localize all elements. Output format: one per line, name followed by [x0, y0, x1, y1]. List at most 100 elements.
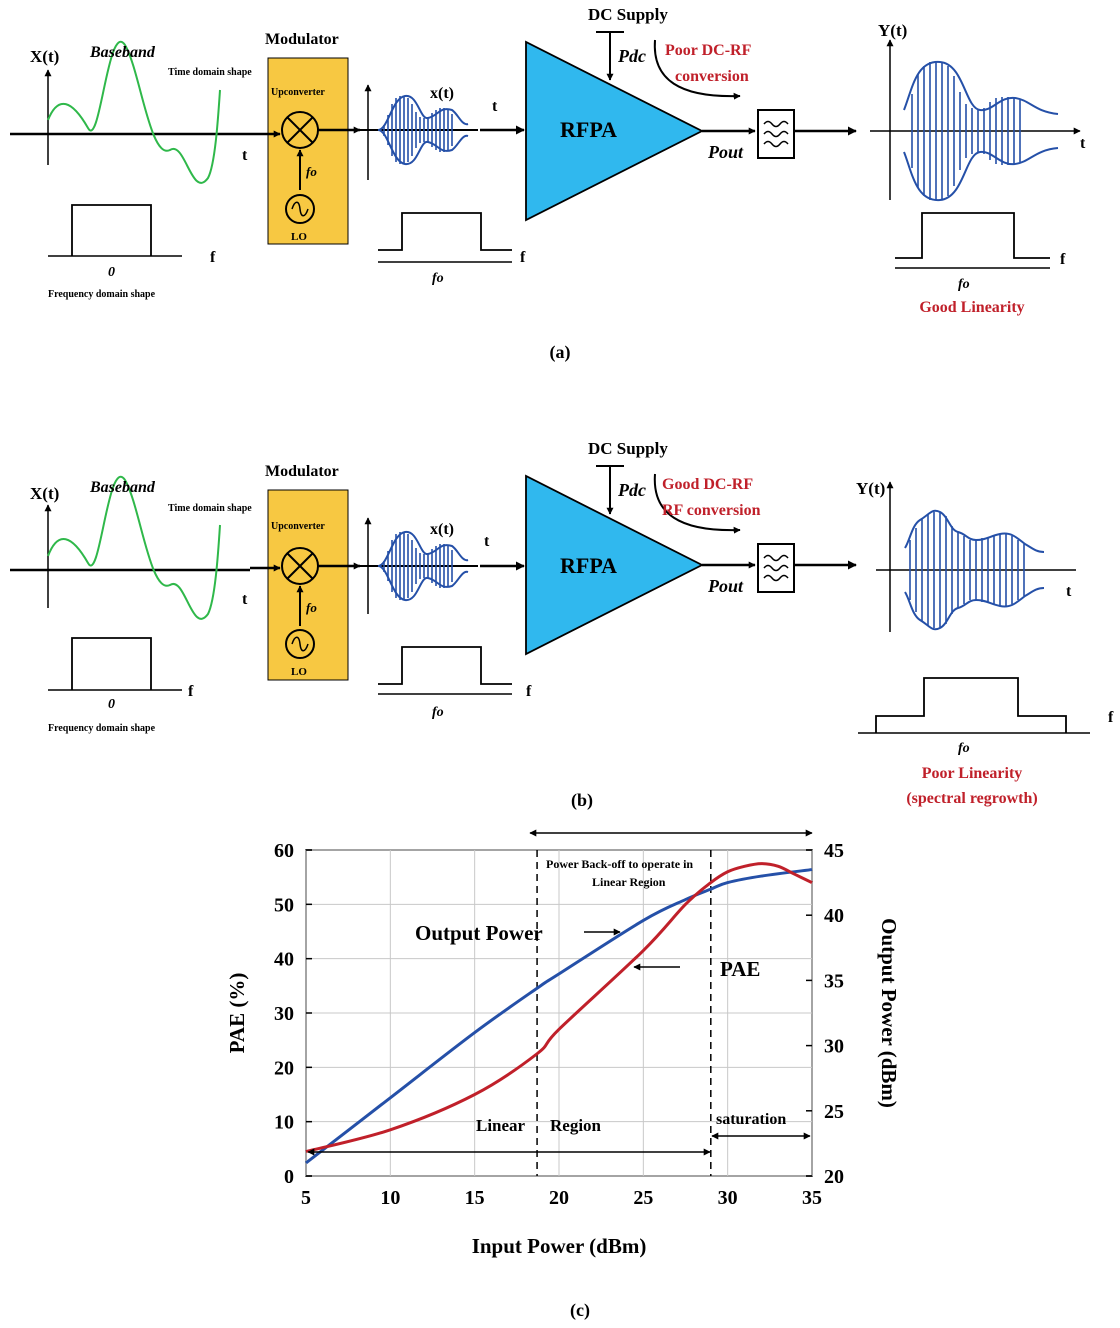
t-label: t	[242, 147, 248, 164]
filter-box	[757, 109, 795, 159]
y-left-tick-label: 0	[284, 1166, 294, 1188]
out-envelope	[904, 509, 1045, 553]
chart-grid	[305, 849, 813, 1177]
y-right-tick-label: 30	[824, 1036, 844, 1058]
conversion-arrow	[653, 39, 741, 100]
lo-sine-icon	[291, 201, 309, 217]
y-axis-label: Y(t)	[856, 479, 885, 498]
conversion-arrow	[653, 473, 741, 534]
filter-box	[757, 543, 795, 593]
y-left-tick-label: 10	[274, 1112, 294, 1134]
output-power-series-line	[305, 868, 813, 1165]
out-spectrum	[895, 212, 1050, 259]
t2-label: t	[492, 98, 498, 115]
lo-label: LO	[291, 666, 307, 678]
x-tick-label: 25	[633, 1187, 653, 1209]
pout-label: Pout	[707, 142, 744, 162]
region-label: Region	[550, 1116, 602, 1135]
linearity-text: Poor Linearity	[922, 765, 1023, 782]
backoff-text: Power Back-off to operate in	[546, 857, 693, 871]
baseband-spectrum	[71, 637, 152, 690]
rf-spectrum	[378, 212, 512, 251]
t3-label: t	[1080, 135, 1086, 152]
panel-c: 5 10 15 20 25 30 35 0 10 20 30 40 50 60 20 25 30 35 40 45 I…	[225, 829, 901, 1321]
backoff-text: Linear Region	[592, 875, 666, 889]
rf-spectrum	[378, 646, 512, 685]
panel-caption: (a)	[550, 342, 571, 363]
rfpa-label: RFPA	[560, 117, 617, 142]
out-envelope	[903, 147, 1059, 202]
y-left-tick-label: 30	[274, 1003, 294, 1025]
baseband-label: Baseband	[89, 44, 156, 61]
y-left-tick-label: 20	[274, 1057, 294, 1079]
lo-label: LO	[291, 231, 307, 243]
x-tick-label: 15	[465, 1187, 485, 1209]
pdc-label: Pdc	[617, 480, 646, 500]
x-tick-label: 10	[380, 1187, 400, 1209]
rf-carrier	[383, 96, 453, 164]
pae-label: PAE	[720, 957, 760, 981]
xt-label: x(t)	[430, 521, 454, 538]
panel-a: X(t) Baseband Time domain shape t f 0 Fr…	[10, 5, 1086, 363]
conversion-text: conversion	[675, 68, 749, 85]
x-axis-label: X(t)	[30, 484, 59, 503]
x-tick-label: 5	[301, 1187, 311, 1209]
y-right-axis-title: Output Power (dBm)	[877, 918, 901, 1108]
modulator-label: Modulator	[265, 31, 339, 48]
x-tick-label: 35	[802, 1187, 822, 1209]
f3-label: f	[1060, 251, 1066, 268]
baseband-waveform	[47, 475, 221, 620]
fo-out-label: fo	[958, 741, 970, 756]
lo-sine-icon	[291, 636, 309, 652]
conversion-text: Good DC-RF	[662, 476, 753, 493]
dc-supply-label: DC Supply	[588, 439, 668, 458]
time-shape-label: Time domain shape	[168, 67, 252, 78]
xt-label: x(t)	[430, 85, 454, 102]
panel-caption: (b)	[571, 790, 593, 811]
y-left-axis-title: PAE (%)	[225, 973, 249, 1054]
fo-label: fo	[306, 600, 317, 615]
fo-out-label: fo	[958, 277, 970, 292]
linearity-text: (spectral regrowth)	[906, 790, 1037, 807]
f2-label: f	[520, 249, 526, 266]
rfpa-triangle	[525, 474, 704, 656]
y-right-tick-label: 20	[824, 1166, 844, 1188]
upconverter-label: Upconverter	[271, 87, 325, 98]
y-left-tick-label: 50	[274, 894, 294, 916]
rfpa-label: RFPA	[560, 553, 617, 578]
y-left-tick-label: 40	[274, 949, 294, 971]
y-right-tick-label: 45	[824, 840, 844, 862]
t3-label: t	[1066, 583, 1072, 600]
out-envelope	[904, 587, 1045, 631]
time-shape-label: Time domain shape	[168, 503, 252, 514]
modulator-label: Modulator	[265, 463, 339, 480]
baseband-spectrum	[71, 204, 152, 256]
x-tick-label: 30	[718, 1187, 738, 1209]
panel-b: X(t) Baseband Time domain shape t f 0 Fr…	[10, 439, 1114, 811]
fo-label: fo	[306, 164, 317, 179]
fo-axis-label: fo	[432, 271, 444, 286]
t2-label: t	[484, 533, 490, 550]
pout-label: Pout	[707, 576, 744, 596]
x-axis-title: Input Power (dBm)	[472, 1234, 647, 1258]
dc-supply-label: DC Supply	[588, 5, 668, 24]
output-power-label: Output Power	[415, 921, 543, 945]
filter-icon	[763, 120, 789, 148]
f2-label: f	[526, 683, 532, 700]
freq-shape-label: Frequency domain shape	[48, 289, 156, 300]
conversion-text: Poor DC-RF	[665, 42, 752, 59]
chart-series	[305, 850, 813, 1176]
f-label: f	[210, 249, 216, 266]
upconverter-label: Upconverter	[271, 521, 325, 532]
y-right-tick-label: 35	[824, 970, 844, 992]
t-label: t	[242, 591, 248, 608]
mixer-cross	[286, 116, 314, 144]
y-left-tick-label: 60	[274, 840, 294, 862]
conversion-text: RF conversion	[662, 502, 761, 519]
x-axis-label: X(t)	[30, 47, 59, 66]
y-right-tick-label: 25	[824, 1101, 844, 1123]
panel-caption: (c)	[570, 1300, 590, 1321]
rf-carrier	[383, 532, 453, 600]
baseband-label: Baseband	[89, 479, 156, 496]
